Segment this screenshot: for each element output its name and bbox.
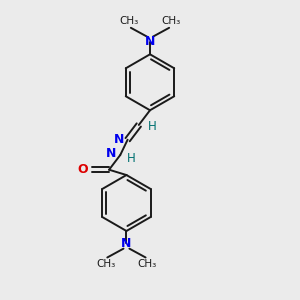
Text: N: N: [106, 147, 116, 160]
Text: CH₃: CH₃: [96, 259, 116, 269]
Text: N: N: [121, 237, 132, 250]
Text: O: O: [78, 163, 88, 176]
Text: N: N: [145, 35, 155, 48]
Text: CH₃: CH₃: [161, 16, 180, 26]
Text: H: H: [127, 152, 136, 165]
Text: CH₃: CH₃: [120, 16, 139, 26]
Text: N: N: [114, 133, 124, 146]
Text: H: H: [148, 120, 157, 133]
Text: CH₃: CH₃: [137, 259, 157, 269]
